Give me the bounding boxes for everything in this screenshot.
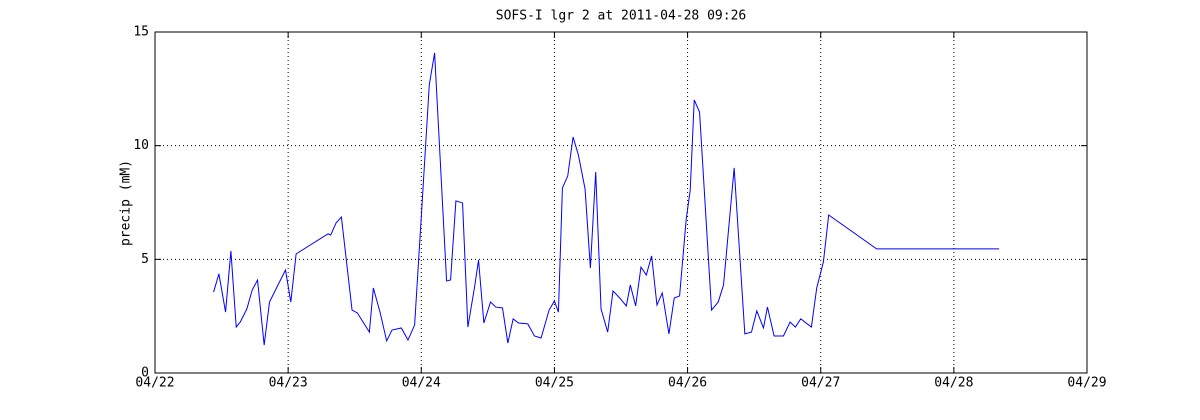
data-line	[213, 52, 1000, 346]
y-tick-label: 10	[133, 138, 149, 153]
x-tick-label: 04/29	[1067, 376, 1106, 391]
chart-title: SOFS-I lgr 2 at 2011-04-28 09:26	[496, 9, 746, 24]
y-tick-label: 0	[141, 366, 149, 381]
x-tick-label: 04/25	[535, 376, 574, 391]
x-tick-label: 04/28	[934, 376, 973, 391]
x-tick-label: 04/27	[801, 376, 840, 391]
y-axis-label: precip (mM)	[119, 160, 134, 246]
plot-frame	[154, 31, 1088, 374]
x-tick-label: 04/24	[402, 376, 441, 391]
y-tick-label: 15	[133, 25, 149, 40]
y-tick-label: 5	[141, 252, 149, 267]
x-tick-label: 04/22	[135, 376, 174, 391]
x-tick-label: 04/23	[269, 376, 308, 391]
x-tick-label: 04/26	[668, 376, 707, 391]
